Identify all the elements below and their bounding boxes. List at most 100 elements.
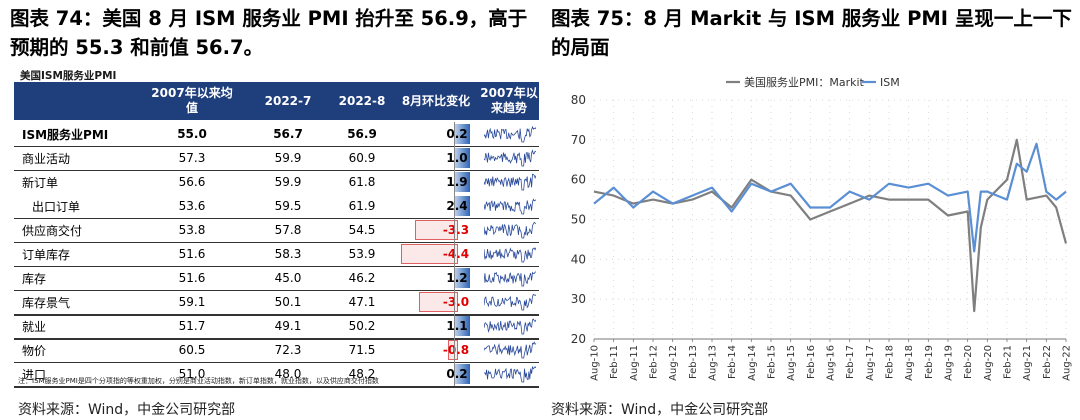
table-row: 出口订单 53.6 59.5 61.9 2.4 <box>14 194 539 218</box>
table-row: 库存景气 59.1 50.1 47.1 -3.0 <box>14 290 539 314</box>
cell-average: 56.6 <box>178 175 206 189</box>
x-tick-label: Aug-14 <box>747 345 758 381</box>
change-bar <box>454 196 470 216</box>
change-bar <box>454 172 470 192</box>
cell-average: 51.7 <box>178 319 206 333</box>
trend-sparkline <box>484 221 536 239</box>
trend-sparkline <box>484 125 536 143</box>
x-tick-label: Aug-15 <box>786 345 797 381</box>
row-divider <box>14 146 539 147</box>
x-tick-label: Feb-16 <box>806 345 817 379</box>
sparkline-path <box>484 198 536 215</box>
cell-jul: 72.3 <box>274 343 302 357</box>
cell-aug: 54.5 <box>348 223 376 237</box>
table-row: 商业活动 57.3 59.9 60.9 1.0 <box>14 146 539 170</box>
trend-sparkline <box>484 198 536 215</box>
table-row: 供应商交付 53.8 57.8 54.5 -3.3 <box>14 218 539 242</box>
x-tick-label: Aug-11 <box>629 345 640 381</box>
trend-sparkline <box>484 341 536 359</box>
x-tick-label: Aug-20 <box>983 345 994 381</box>
sparkline-path <box>484 365 536 383</box>
cell-aug: 53.9 <box>348 247 376 261</box>
x-tick-label: Aug-16 <box>826 345 837 381</box>
cell-change: 0.2 <box>446 127 468 141</box>
left-figure-heading: 图表 74：美国 8 月 ISM 服务业 PMI 抬升至 56.9，高于预期的 … <box>10 7 528 59</box>
cell-aug: 46.2 <box>348 271 376 285</box>
row-label: 商业活动 <box>22 151 71 166</box>
y-tick-label: 50 <box>571 213 586 227</box>
cell-average: 57.3 <box>178 151 206 165</box>
column-header-average: 2007年以来均值 <box>151 86 233 115</box>
table-row: 物价 60.5 72.3 71.5 -0.8 <box>14 338 539 362</box>
cell-aug: 48.2 <box>348 367 376 381</box>
cell-change: -3.3 <box>442 223 470 237</box>
cell-change: -3.0 <box>442 295 470 309</box>
y-tick-label: 60 <box>571 173 586 187</box>
row-divider <box>14 338 539 340</box>
x-tick-label: Feb-12 <box>649 345 660 379</box>
y-tick-label: 30 <box>571 292 586 306</box>
cell-average: 60.5 <box>178 343 206 357</box>
cell-change: 1.1 <box>446 319 468 333</box>
row-label: 订单库存 <box>22 247 71 262</box>
x-tick-label: Aug-13 <box>708 345 719 381</box>
row-divider <box>14 314 539 316</box>
cell-aug: 50.2 <box>348 319 376 333</box>
x-tick-label: Feb-17 <box>845 345 856 379</box>
right-source-note: 资料来源：Wind，中金公司研究部 <box>551 402 769 418</box>
table-footnote: 注：ISM服务业PMI是四个分项指的等权重加权，分别是商业活动指数，新订单指数，… <box>18 377 379 385</box>
change-bar <box>415 220 458 240</box>
cell-jul: 48.0 <box>274 367 302 381</box>
x-tick-label: Aug-17 <box>865 345 876 381</box>
table-title: 美国ISM服务业PMI <box>20 70 117 82</box>
cell-jul: 50.1 <box>274 295 302 309</box>
series-line-markit <box>593 138 1068 313</box>
row-divider <box>14 386 539 388</box>
row-label: 库存景气 <box>22 295 71 310</box>
row-divider <box>14 170 539 171</box>
sparkline-path <box>484 271 536 287</box>
change-bar <box>419 292 458 312</box>
table-row: 进口 51.0 48.0 48.2 0.2 <box>14 362 539 386</box>
trend-sparkline <box>484 247 536 263</box>
cell-aug: 47.1 <box>348 295 376 309</box>
cell-aug: 71.5 <box>348 343 376 357</box>
cell-jul: 49.1 <box>274 319 302 333</box>
x-tick-label: Aug-22 <box>1062 345 1073 381</box>
change-bar <box>454 316 470 336</box>
cell-average: 51.6 <box>178 271 206 285</box>
x-tick-label: Feb-15 <box>767 345 778 379</box>
x-tick-label: Aug-21 <box>1022 345 1033 381</box>
cell-change: -0.8 <box>442 343 470 357</box>
change-bar <box>454 364 470 384</box>
row-label: 出口订单 <box>32 199 81 214</box>
sparkline-path <box>484 149 536 167</box>
row-label: 就业 <box>22 319 47 334</box>
trend-sparkline <box>484 318 536 335</box>
x-tick-label: Aug-18 <box>904 345 915 381</box>
sparkline-path <box>484 293 536 311</box>
cell-change: 1.9 <box>446 175 468 189</box>
change-zero-line <box>454 122 455 386</box>
y-tick-label: 80 <box>571 93 586 107</box>
change-bar <box>454 268 470 288</box>
row-label: 供应商交付 <box>22 223 83 238</box>
cell-change: -4.4 <box>442 247 470 261</box>
row-label: ISM服务业PMI <box>22 127 109 142</box>
x-tick-label: Feb-11 <box>609 345 620 379</box>
cell-average: 51.6 <box>178 247 206 261</box>
cell-average: 59.1 <box>178 295 206 309</box>
x-tick-label: Feb-21 <box>1003 345 1014 379</box>
cell-aug: 61.9 <box>348 199 376 213</box>
x-tick-label: Aug-10 <box>590 345 601 381</box>
sparkline-path <box>484 318 536 335</box>
x-tick-label: Feb-18 <box>885 345 896 379</box>
row-divider <box>14 290 539 291</box>
column-header-aug: 2022-8 <box>338 93 386 108</box>
y-tick-label: 20 <box>571 332 586 346</box>
cell-average: 51.0 <box>178 367 206 381</box>
y-tick-label: 70 <box>571 133 586 147</box>
cell-jul: 59.5 <box>274 199 302 213</box>
change-bar <box>454 124 470 144</box>
cell-jul: 58.3 <box>274 247 302 261</box>
